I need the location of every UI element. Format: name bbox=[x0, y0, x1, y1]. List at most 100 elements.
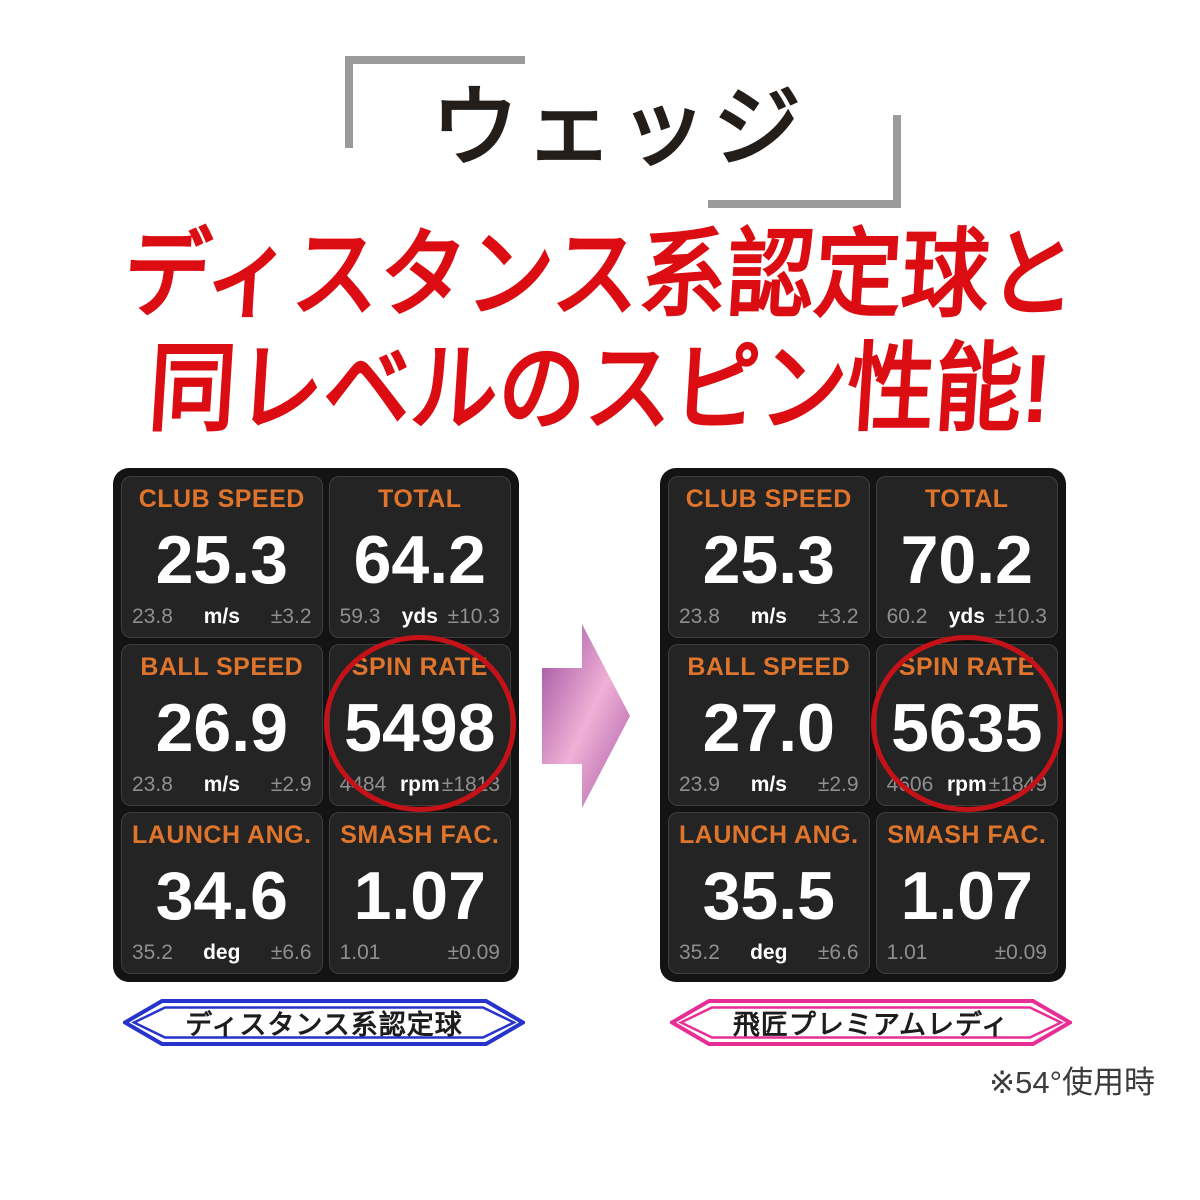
headline-line-1: ディスタンス系認定球と bbox=[120, 220, 1080, 329]
ball-name-text: ディスタンス系認定球 bbox=[185, 1010, 463, 1040]
headline-line-2: 同レベルのスピン性能! bbox=[145, 334, 1055, 443]
headline: ディスタンス系認定球と 同レベルのスピン性能! bbox=[0, 218, 1200, 446]
metric-deviation: ±0.09 bbox=[994, 941, 1047, 964]
metric-deviation: ±1849 bbox=[988, 773, 1047, 796]
metric-low-value: 1.01 bbox=[339, 941, 381, 964]
metric-footer: 60.2 yds ±10.3 bbox=[887, 605, 1047, 629]
metric-grid: CLUB SPEED 25.3 23.8 m/s ±3.2 TOTAL 64.2… bbox=[121, 476, 511, 974]
metric-footer: 35.2 deg ±6.6 bbox=[679, 941, 859, 965]
footnote: ※54°使用時 bbox=[989, 1065, 1155, 1100]
metric-deviation: ±6.6 bbox=[270, 941, 312, 964]
metric-low-value: 23.8 bbox=[132, 605, 173, 628]
metric-footer: 4606 rpm ±1849 bbox=[887, 773, 1047, 797]
metric-value: 34.6 bbox=[155, 857, 288, 934]
metric-name: CLUB SPEED bbox=[685, 485, 852, 513]
metric-low-value: 4484 bbox=[339, 773, 387, 796]
metric-value: 70.2 bbox=[900, 521, 1033, 598]
metric-unit: m/s bbox=[750, 773, 787, 796]
metric-cell: SMASH FAC. 1.07 1.01 ±0.09 bbox=[328, 812, 511, 974]
metric-low-value: 23.8 bbox=[132, 773, 173, 796]
metric-footer: 23.9 m/s ±2.9 bbox=[679, 773, 859, 797]
metric-name: TOTAL bbox=[378, 485, 462, 513]
metric-deviation: ±2.9 bbox=[817, 773, 859, 796]
metric-name: SMASH FAC. bbox=[887, 821, 1047, 849]
ball-label-distance-certified: ディスタンス系認定球 bbox=[123, 999, 525, 1046]
metric-name: SPIN RATE bbox=[351, 653, 488, 681]
metric-name: CLUB SPEED bbox=[138, 485, 305, 513]
metric-value: 25.3 bbox=[155, 521, 288, 598]
right-arrow-icon bbox=[542, 624, 630, 808]
metric-low-value: 4606 bbox=[886, 773, 934, 796]
metric-cell: TOTAL 70.2 60.2 yds ±10.3 bbox=[875, 476, 1058, 638]
metric-deviation: ±6.6 bbox=[817, 941, 859, 964]
metric-footer: 1.01 ±0.09 bbox=[887, 941, 1047, 965]
metric-low-value: 23.9 bbox=[679, 773, 720, 796]
metric-name: TOTAL bbox=[925, 485, 1009, 513]
metric-name: SMASH FAC. bbox=[340, 821, 500, 849]
ball-name-text: 飛匠プレミアムレディ bbox=[732, 1010, 1010, 1040]
section-title: ウェッジ bbox=[430, 78, 807, 177]
metric-value: 64.2 bbox=[353, 521, 486, 598]
hexagon-border-pink bbox=[670, 999, 1072, 1046]
title-bracket-bottom-right bbox=[708, 115, 901, 208]
metric-unit: m/s bbox=[750, 605, 787, 628]
metric-footer: 23.8 m/s ±3.2 bbox=[132, 605, 312, 629]
launch-monitor-panel-hisho-ball: CLUB SPEED 25.3 23.8 m/s ±3.2 TOTAL 70.2… bbox=[660, 468, 1066, 982]
metric-name: LAUNCH ANG. bbox=[679, 821, 859, 849]
ball-label-hisho-premium-lady: 飛匠プレミアムレディ bbox=[670, 999, 1072, 1046]
launch-monitor-panel-distance-ball: CLUB SPEED 25.3 23.8 m/s ±3.2 TOTAL 64.2… bbox=[113, 468, 519, 982]
metric-grid: CLUB SPEED 25.3 23.8 m/s ±3.2 TOTAL 70.2… bbox=[668, 476, 1058, 974]
metric-cell: CLUB SPEED 25.3 23.8 m/s ±3.2 bbox=[668, 476, 870, 638]
metric-cell: LAUNCH ANG. 35.5 35.2 deg ±6.6 bbox=[668, 812, 870, 974]
metric-deviation: ±3.2 bbox=[817, 605, 859, 628]
metric-deviation: ±3.2 bbox=[270, 605, 312, 628]
metric-value: 5635 bbox=[891, 689, 1043, 766]
metric-low-value: 60.2 bbox=[886, 605, 928, 628]
metric-value: 25.3 bbox=[702, 521, 835, 598]
metric-footer: 23.8 m/s ±3.2 bbox=[679, 605, 859, 629]
metric-low-value: 23.8 bbox=[679, 605, 720, 628]
metric-name: BALL SPEED bbox=[687, 653, 851, 681]
metric-name: BALL SPEED bbox=[140, 653, 304, 681]
metric-unit: rpm bbox=[399, 773, 440, 796]
metric-deviation: ±2.9 bbox=[270, 773, 312, 796]
metric-unit: deg bbox=[203, 941, 241, 964]
metric-deviation: ±1813 bbox=[441, 773, 500, 796]
metric-unit: m/s bbox=[203, 773, 240, 796]
metric-name: SPIN RATE bbox=[898, 653, 1035, 681]
metric-low-value: 35.2 bbox=[679, 941, 720, 964]
metric-unit: yds bbox=[948, 605, 985, 628]
metric-cell: SMASH FAC. 1.07 1.01 ±0.09 bbox=[875, 812, 1058, 974]
metric-footer: 4484 rpm ±1813 bbox=[340, 773, 500, 797]
metric-value: 1.07 bbox=[353, 857, 486, 934]
metric-unit: yds bbox=[401, 605, 438, 628]
metric-cell: SPIN RATE 5498 4484 rpm ±1813 bbox=[328, 644, 511, 806]
metric-cell: CLUB SPEED 25.3 23.8 m/s ±3.2 bbox=[121, 476, 323, 638]
metric-deviation: ±10.3 bbox=[447, 605, 500, 628]
metric-low-value: 59.3 bbox=[339, 605, 381, 628]
metric-cell: LAUNCH ANG. 34.6 35.2 deg ±6.6 bbox=[121, 812, 323, 974]
title-bracket-top-left bbox=[345, 56, 525, 148]
metric-deviation: ±0.09 bbox=[447, 941, 500, 964]
metric-cell: BALL SPEED 26.9 23.8 m/s ±2.9 bbox=[121, 644, 323, 806]
metric-deviation: ±10.3 bbox=[994, 605, 1047, 628]
metric-footer: 1.01 ±0.09 bbox=[340, 941, 500, 965]
metric-value: 5498 bbox=[344, 689, 496, 766]
metric-low-value: 35.2 bbox=[132, 941, 173, 964]
metric-unit: rpm bbox=[946, 773, 987, 796]
hexagon-border-blue bbox=[123, 999, 525, 1046]
metric-value: 35.5 bbox=[702, 857, 835, 934]
metric-unit: deg bbox=[750, 941, 788, 964]
metric-cell: TOTAL 64.2 59.3 yds ±10.3 bbox=[328, 476, 511, 638]
metric-footer: 35.2 deg ±6.6 bbox=[132, 941, 312, 965]
metric-cell: BALL SPEED 27.0 23.9 m/s ±2.9 bbox=[668, 644, 870, 806]
metric-low-value: 1.01 bbox=[886, 941, 928, 964]
metric-cell: SPIN RATE 5635 4606 rpm ±1849 bbox=[875, 644, 1058, 806]
metric-footer: 59.3 yds ±10.3 bbox=[340, 605, 500, 629]
metric-footer: 23.8 m/s ±2.9 bbox=[132, 773, 312, 797]
metric-name: LAUNCH ANG. bbox=[132, 821, 312, 849]
metric-value: 27.0 bbox=[702, 689, 835, 766]
metric-value: 26.9 bbox=[155, 689, 288, 766]
metric-unit: m/s bbox=[203, 605, 240, 628]
